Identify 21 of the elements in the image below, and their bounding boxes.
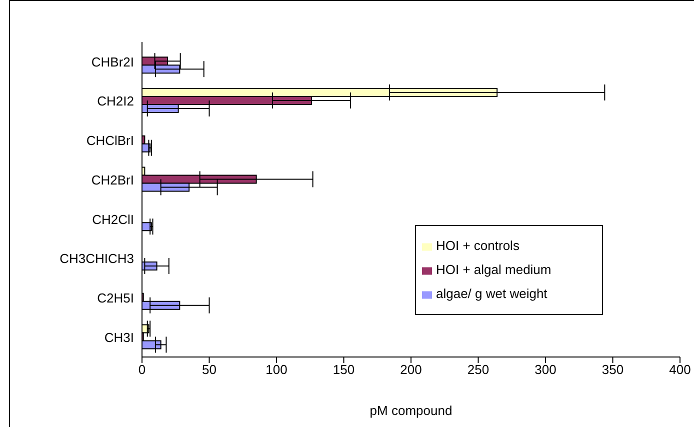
- y-tick-label: CHClBrI: [86, 133, 134, 148]
- x-axis-title: pM compound: [370, 403, 452, 418]
- y-tick-label: CH2BrI: [91, 172, 134, 188]
- legend-label: algae/ g wet weight: [436, 286, 548, 301]
- legend-label: HOI + algal medium: [436, 262, 552, 277]
- y-tick-label: C2H5I: [97, 290, 134, 306]
- y-tick-label: CHBr2I: [91, 54, 134, 70]
- y-tick-label: CH3I: [104, 330, 134, 345]
- y-tick-label: CH2I2: [97, 94, 134, 109]
- x-tick-label: 300: [534, 362, 556, 378]
- y-tick-label: CH3CHICH3: [60, 251, 134, 266]
- x-tick-label: 100: [266, 362, 288, 378]
- legend-label: HOI + controls: [436, 238, 520, 253]
- x-tick-label: 400: [669, 362, 691, 378]
- x-tick-label: 150: [332, 362, 355, 378]
- x-tick-label: 200: [400, 362, 422, 378]
- x-tick-label: 250: [467, 362, 490, 378]
- x-tick-label: 350: [602, 362, 624, 378]
- y-tick-label: CH2ClI: [92, 212, 134, 227]
- x-tick-label: 0: [138, 362, 146, 378]
- x-tick-label: 50: [202, 362, 216, 378]
